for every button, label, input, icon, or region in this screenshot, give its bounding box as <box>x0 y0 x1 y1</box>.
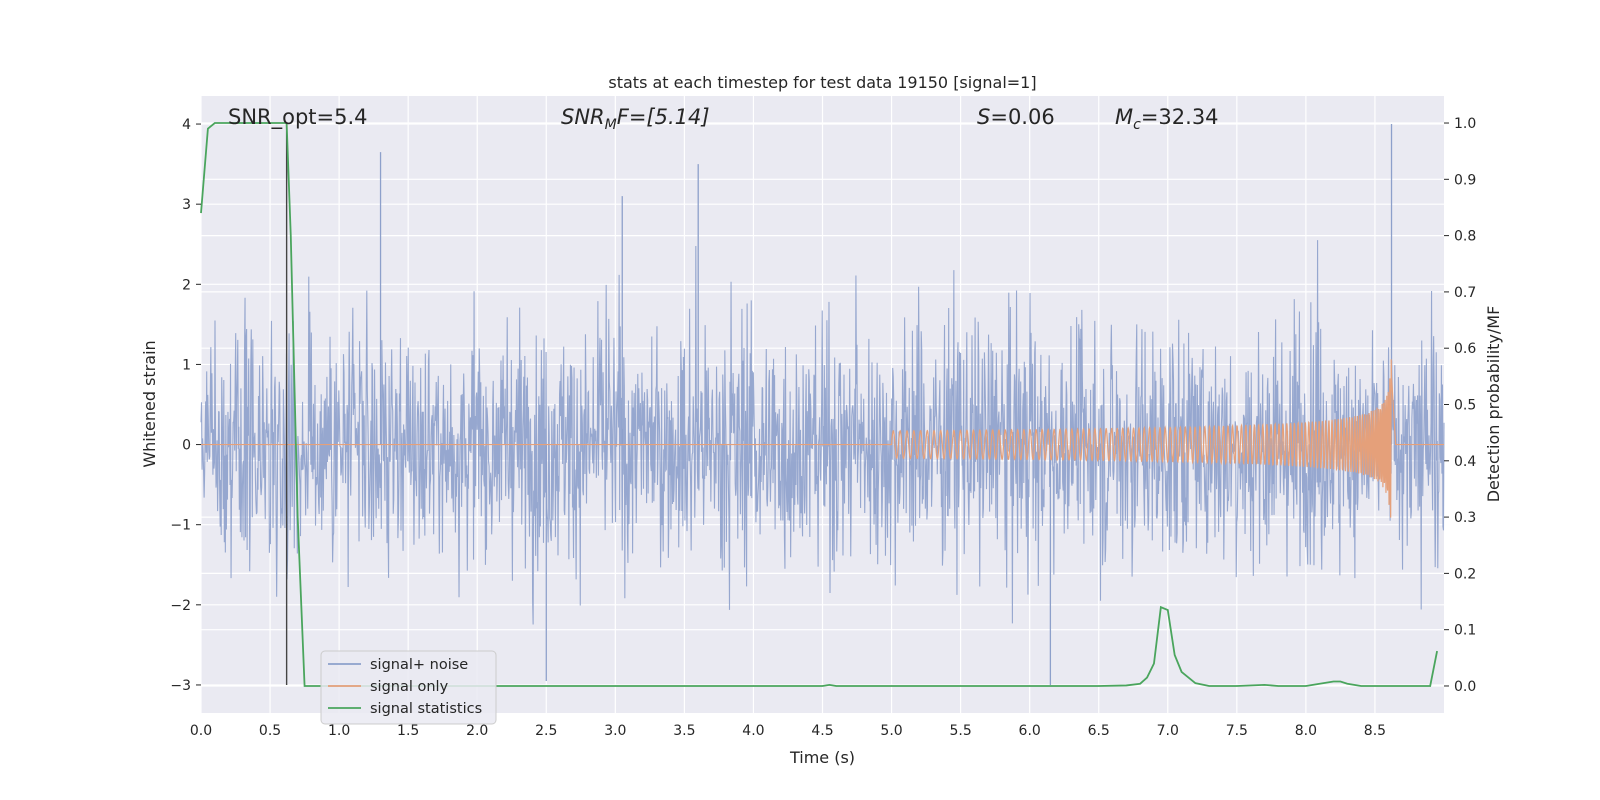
x-tick-label: 2.5 <box>535 723 557 739</box>
y-tick-label-left: −2 <box>170 598 191 614</box>
legend-label-signal: signal only <box>370 679 449 695</box>
chart-title: stats at each timestep for test data 191… <box>608 73 1036 92</box>
legend-label-stats: signal statistics <box>370 701 482 717</box>
y-tick-label-right: 0.8 <box>1454 229 1476 245</box>
x-tick-label: 2.0 <box>466 723 488 739</box>
snr-opt-annotation: SNR_opt=5.4 <box>228 105 368 130</box>
y-tick-label-right: 0.6 <box>1454 341 1476 357</box>
snr-mf-annotation: SNRMF=[5.14] <box>561 105 710 133</box>
y-tick-label-left: 1 <box>182 357 191 373</box>
y-tick-label-right: 0.9 <box>1454 172 1476 188</box>
mc-annotation: Mc=32.34 <box>1115 105 1219 133</box>
x-tick-label: 6.5 <box>1088 723 1110 739</box>
noise-line <box>200 240 1445 625</box>
legend-box <box>320 650 497 725</box>
x-tick-label: 4.5 <box>811 723 833 739</box>
y-tick-label-left: −3 <box>170 678 191 694</box>
legend-label-noise: signal+ noise <box>370 657 468 673</box>
y-tick-label-left: 4 <box>182 117 191 133</box>
x-tick-label: 3.0 <box>604 723 626 739</box>
y-tick-label-left: 0 <box>182 438 191 454</box>
signal-statistics-series <box>200 122 1438 687</box>
signal-statistics-line <box>200 122 1438 687</box>
x-tick-label: 3.5 <box>673 723 695 739</box>
y-axis-label-left: Whitened strain <box>140 340 159 467</box>
x-tick-label: 8.0 <box>1295 723 1317 739</box>
x-tick-label: 1.5 <box>397 723 419 739</box>
s-annotation: S=0.06 <box>977 105 1055 129</box>
x-tick-label: 1.0 <box>328 723 350 739</box>
y-tick-label-right: 0.0 <box>1454 679 1476 695</box>
x-tick-label: 7.0 <box>1157 723 1179 739</box>
x-tick-label: 5.5 <box>949 723 971 739</box>
signal-only-series <box>201 359 1444 518</box>
x-tick-label: 0.0 <box>190 723 212 739</box>
x-axis-label: Time (s) <box>789 748 855 767</box>
y-tick-label-left: −1 <box>170 518 191 534</box>
signal-only-line <box>201 359 1444 518</box>
legend: signal+ noise signal only signal statist… <box>320 650 497 725</box>
y-tick-label-left: 3 <box>182 197 191 213</box>
y-tick-label-right: 0.4 <box>1454 454 1476 470</box>
y-tick-label-right: 0.7 <box>1454 285 1476 301</box>
x-tick-label: 0.5 <box>259 723 281 739</box>
x-tick-label: 5.0 <box>880 723 902 739</box>
y-tick-label-right: 0.5 <box>1454 398 1476 414</box>
y-tick-label-right: 0.1 <box>1454 623 1476 639</box>
y-tick-label-right: 1.0 <box>1454 116 1476 132</box>
y-tick-label-left: 2 <box>182 277 191 293</box>
x-tick-label: 4.0 <box>742 723 764 739</box>
x-tick-label: 6.0 <box>1019 723 1041 739</box>
x-tick-label: 7.5 <box>1226 723 1248 739</box>
x-tick-label: 8.5 <box>1364 723 1386 739</box>
y-tick-label-right: 0.3 <box>1454 510 1476 526</box>
y-axis-label-right: Detection probability/MF <box>1484 306 1503 503</box>
axis-ticks: 0.0 0.5 1.0 1.5 2.0 2.5 3.0 3.5 4.0 4.5 5.0 5.5 6.0 6… <box>170 116 1476 739</box>
y-tick-label-right: 0.2 <box>1454 566 1476 582</box>
signal-plus-noise-series <box>200 124 1445 685</box>
